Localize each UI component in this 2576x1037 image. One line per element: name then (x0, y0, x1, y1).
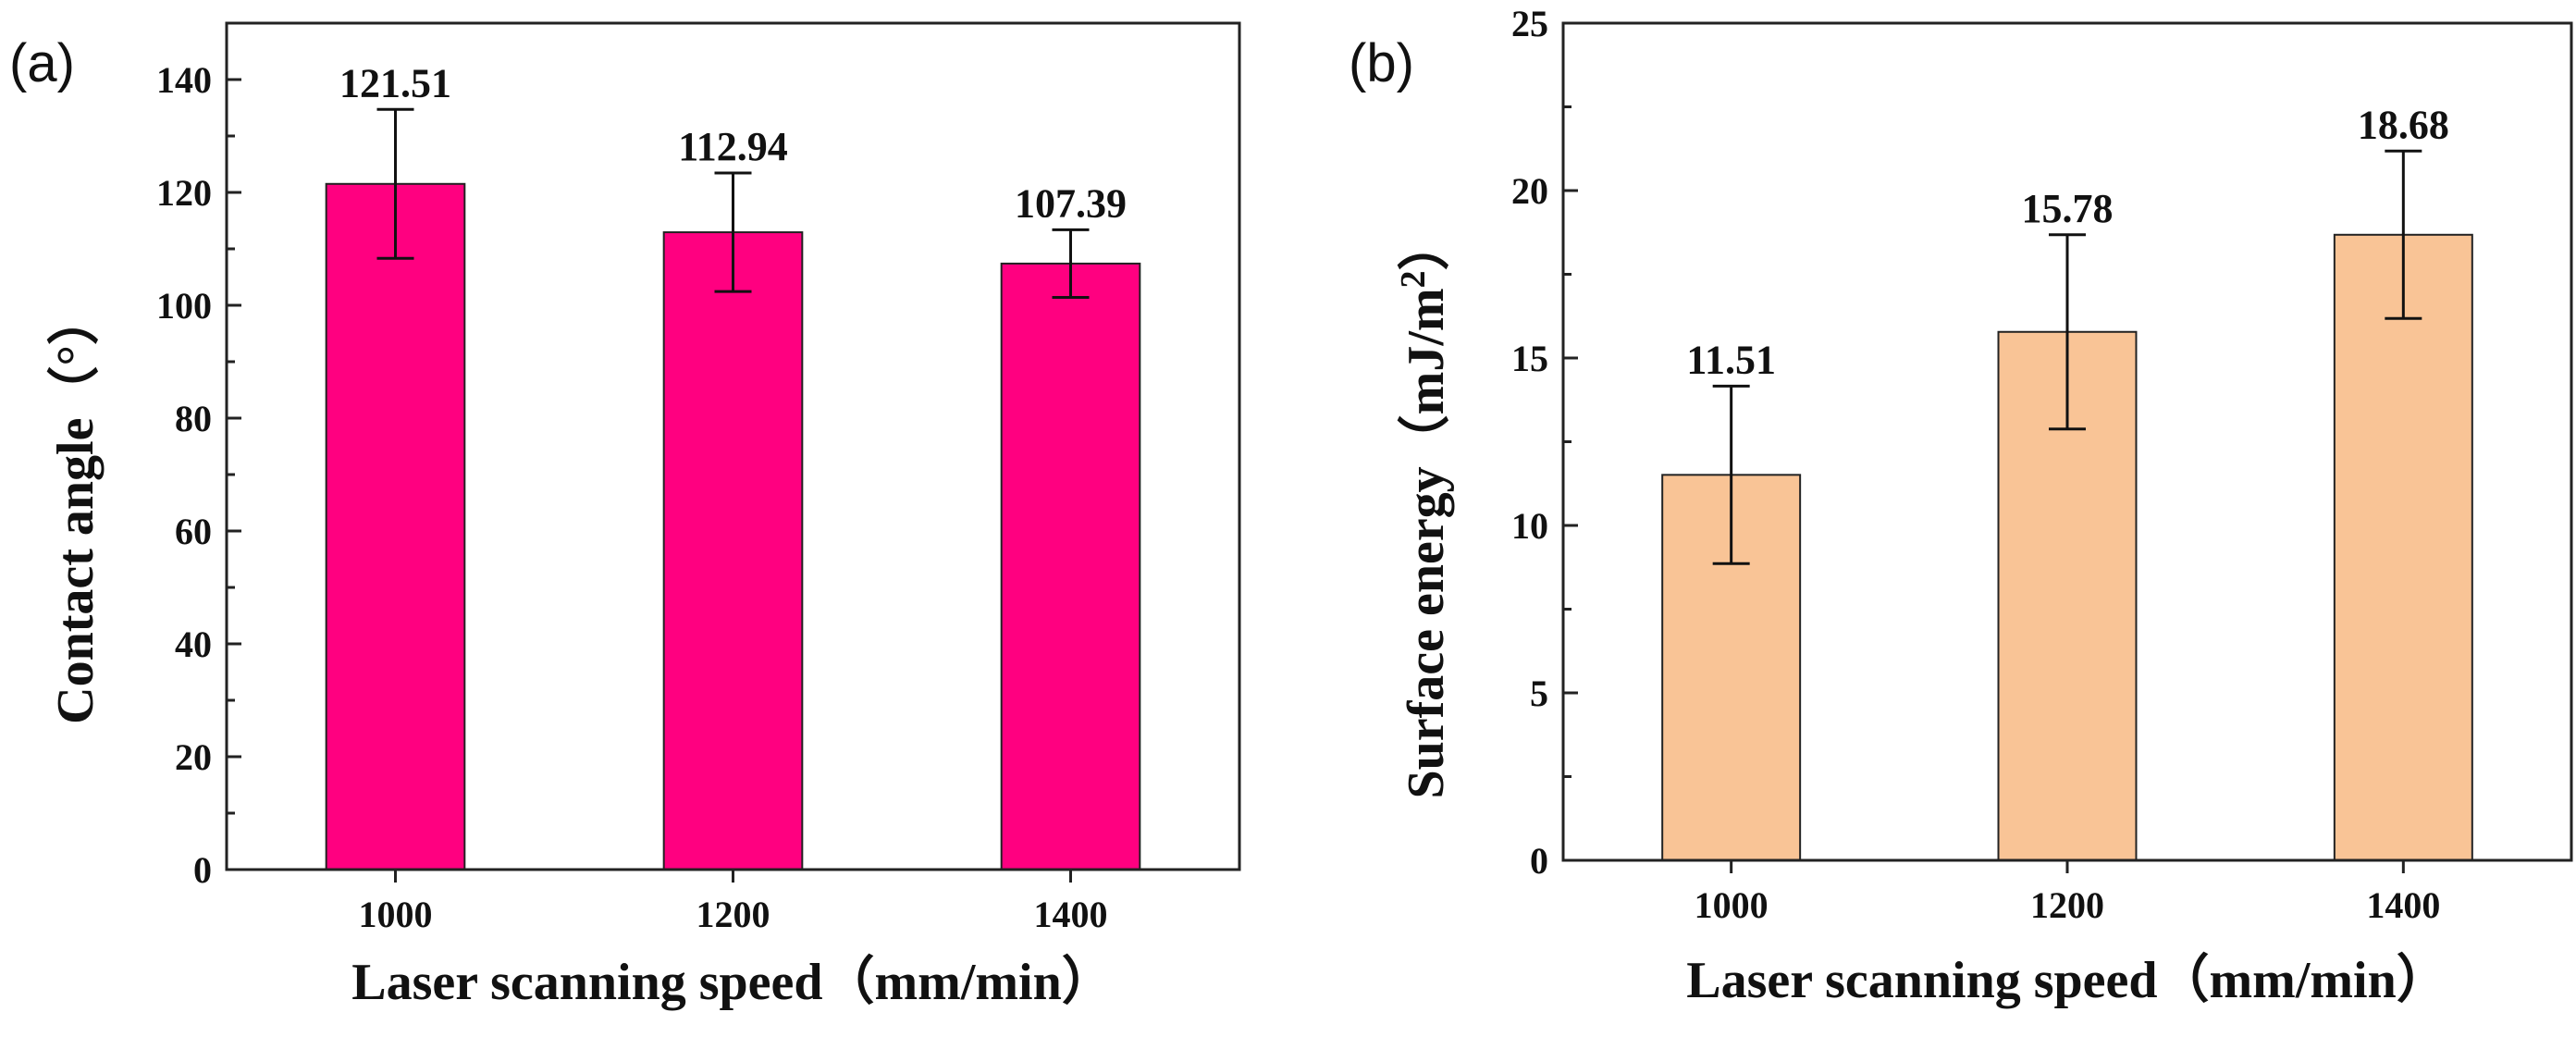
panel-a-xtick-label-1400: 1400 (1034, 894, 1108, 935)
panel-b-y-axis-title-tail: ） (1397, 218, 1455, 270)
panel-a-ytick-label: 60 (175, 511, 212, 552)
panel-b-ytick-label: 15 (1511, 338, 1548, 379)
panel-b-y-axis-title: Surface energy（mJ/m2） (1394, 218, 1455, 798)
panel-a-ytick-label: 20 (175, 736, 212, 778)
panel-b-data-label-1200: 15.78 (2022, 186, 2114, 231)
panel-a-y-axis-title: Contact angle（°） (46, 293, 105, 724)
panel-b-xtick-label-1000: 1000 (1695, 884, 1769, 926)
panel-a-bar-1200 (662, 231, 804, 871)
panel-a-contact-angle: (a) Contact angle（°） Laser scanning spee… (9, 21, 1241, 1011)
panel-b-x-axis-title: Laser scanning speed（mm/min） (1686, 951, 2447, 1009)
panel-a-ytick-label: 40 (175, 623, 212, 665)
panel-a-bar-1000 (325, 182, 466, 870)
panel-a-ytick-label: 100 (156, 285, 212, 327)
panel-a-ytick-label: 0 (193, 849, 212, 891)
panel-a-xtick-label-1000: 1000 (359, 894, 433, 935)
panel-b-ytick-label: 0 (1530, 840, 1548, 882)
panel-b-y-axis-title-superscript: 2 (1394, 270, 1433, 288)
panel-b-data-label-1400: 18.68 (2358, 102, 2449, 147)
panel-a-ytick-label: 140 (156, 59, 212, 101)
panel-b-data-label-1000: 11.51 (1686, 337, 1776, 382)
panel-b-ytick-label: 20 (1511, 170, 1548, 212)
panel-a-marks: 0 20 40 60 80 100 120 140 121.51 1000 112.94 1200 10… (156, 59, 1141, 935)
panel-b-y-axis-title-main: Surface energy（mJ/m (1397, 288, 1455, 798)
panel-b-surface-energy: (b) Surface energy（mJ/m2） Laser scanning… (1349, 3, 2573, 1009)
panel-a-label: (a) (9, 33, 75, 93)
panel-a-data-label-1000: 121.51 (339, 60, 451, 105)
panel-b-ytick-label: 10 (1511, 505, 1548, 547)
panel-a-x-axis-title: Laser scanning speed（mm/min） (351, 953, 1113, 1011)
panel-b-bar-1400 (2333, 233, 2473, 861)
panel-a-data-label-1200: 112.94 (678, 124, 788, 169)
panel-b-xtick-label-1400: 1400 (2366, 884, 2440, 926)
panel-b-label: (b) (1349, 33, 1414, 93)
panel-b-plot-frame (1561, 21, 2573, 862)
panel-a-plot-frame (225, 21, 1241, 871)
panel-b-ytick-label: 25 (1511, 3, 1548, 44)
panel-b-marks: 0 5 10 15 20 25 11.51 1000 15.78 1200 18.68 1400 (1511, 3, 2473, 926)
panel-a-xtick-label-1200: 1200 (696, 894, 770, 935)
panel-b-ytick-label: 5 (1530, 673, 1548, 714)
panel-a-ytick-label: 120 (156, 172, 212, 214)
panel-b-xtick-label-1200: 1200 (2030, 884, 2104, 926)
panel-a-bar-1400 (1000, 262, 1141, 870)
panel-a-data-label-1400: 107.39 (1015, 180, 1127, 226)
panel-a-ytick-label: 80 (175, 398, 212, 439)
